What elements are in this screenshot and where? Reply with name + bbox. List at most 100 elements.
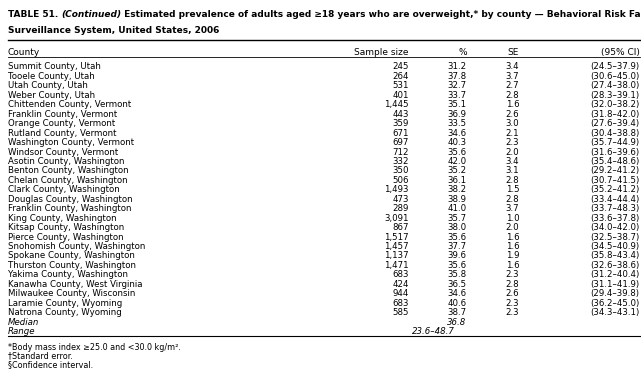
Text: 359: 359	[392, 119, 409, 128]
Text: 1.5: 1.5	[506, 185, 519, 194]
Text: Yakima County, Washington: Yakima County, Washington	[8, 271, 128, 279]
Text: 1,471: 1,471	[385, 261, 409, 270]
Text: 33.7: 33.7	[447, 91, 467, 100]
Text: Thurston County, Washington: Thurston County, Washington	[8, 261, 136, 270]
Text: (36.2–45.0): (36.2–45.0)	[590, 299, 640, 308]
Text: 1,493: 1,493	[385, 185, 409, 194]
Text: 2.8: 2.8	[506, 176, 519, 185]
Text: 2.7: 2.7	[506, 82, 519, 90]
Text: SE: SE	[508, 48, 519, 57]
Text: 443: 443	[392, 110, 409, 119]
Text: 264: 264	[392, 72, 409, 81]
Text: Utah County, Utah: Utah County, Utah	[8, 82, 88, 90]
Text: (32.0–38.2): (32.0–38.2)	[590, 100, 640, 109]
Text: *Body mass index ≥25.0 and <30.0 kg/m².: *Body mass index ≥25.0 and <30.0 kg/m².	[8, 343, 181, 352]
Text: 1.6: 1.6	[506, 100, 519, 109]
Text: 401: 401	[392, 91, 409, 100]
Text: 40.6: 40.6	[447, 299, 467, 308]
Text: (34.3–43.1): (34.3–43.1)	[590, 308, 640, 317]
Text: 944: 944	[392, 289, 409, 298]
Text: (31.1–41.9): (31.1–41.9)	[590, 280, 640, 289]
Text: Kitsap County, Washington: Kitsap County, Washington	[8, 223, 124, 232]
Text: (30.7–41.5): (30.7–41.5)	[590, 176, 640, 185]
Text: Spokane County, Washington: Spokane County, Washington	[8, 251, 135, 261]
Text: TABLE 51.: TABLE 51.	[8, 10, 61, 19]
Text: 1,445: 1,445	[385, 100, 409, 109]
Text: Median: Median	[8, 318, 39, 327]
Text: 40.3: 40.3	[447, 138, 467, 147]
Text: 35.1: 35.1	[447, 100, 467, 109]
Text: (31.8–42.0): (31.8–42.0)	[590, 110, 640, 119]
Text: (34.0–42.0): (34.0–42.0)	[590, 223, 640, 232]
Text: 2.8: 2.8	[506, 91, 519, 100]
Text: 38.9: 38.9	[447, 195, 467, 204]
Text: 473: 473	[392, 195, 409, 204]
Text: 37.8: 37.8	[447, 72, 467, 81]
Text: 23.6–48.7: 23.6–48.7	[412, 327, 455, 336]
Text: Asotin County, Washington: Asotin County, Washington	[8, 157, 124, 166]
Text: 37.7: 37.7	[447, 242, 467, 251]
Text: %: %	[458, 48, 467, 57]
Text: 3,091: 3,091	[385, 214, 409, 223]
Text: 32.7: 32.7	[447, 82, 467, 90]
Text: Natrona County, Wyoming: Natrona County, Wyoming	[8, 308, 121, 317]
Text: Estimated prevalence of adults aged ≥18 years who are overweight,* by county — B: Estimated prevalence of adults aged ≥18 …	[121, 10, 641, 19]
Text: 2.8: 2.8	[506, 280, 519, 289]
Text: 36.8: 36.8	[447, 318, 467, 327]
Text: Sample size: Sample size	[354, 48, 409, 57]
Text: 585: 585	[392, 308, 409, 317]
Text: (27.4–38.0): (27.4–38.0)	[590, 82, 640, 90]
Text: 35.6: 35.6	[447, 232, 467, 242]
Text: Weber County, Utah: Weber County, Utah	[8, 91, 95, 100]
Text: 683: 683	[392, 271, 409, 279]
Text: Douglas County, Washington: Douglas County, Washington	[8, 195, 132, 204]
Text: 671: 671	[392, 129, 409, 138]
Text: 245: 245	[392, 62, 409, 72]
Text: 506: 506	[392, 176, 409, 185]
Text: Rutland County, Vermont: Rutland County, Vermont	[8, 129, 116, 138]
Text: (30.4–38.8): (30.4–38.8)	[590, 129, 640, 138]
Text: (24.5–37.9): (24.5–37.9)	[590, 62, 640, 72]
Text: County: County	[8, 48, 40, 57]
Text: 3.4: 3.4	[506, 62, 519, 72]
Text: (34.5–40.9): (34.5–40.9)	[590, 242, 640, 251]
Text: Pierce County, Washington: Pierce County, Washington	[8, 232, 123, 242]
Text: 2.3: 2.3	[506, 271, 519, 279]
Text: 38.0: 38.0	[447, 223, 467, 232]
Text: Snohomish County, Washington: Snohomish County, Washington	[8, 242, 145, 251]
Text: 41.0: 41.0	[447, 204, 467, 213]
Text: Chittenden County, Vermont: Chittenden County, Vermont	[8, 100, 131, 109]
Text: (29.4–39.8): (29.4–39.8)	[591, 289, 640, 298]
Text: 1,457: 1,457	[385, 242, 409, 251]
Text: Orange County, Vermont: Orange County, Vermont	[8, 119, 115, 128]
Text: (31.2–40.4): (31.2–40.4)	[590, 271, 640, 279]
Text: (30.6–45.0): (30.6–45.0)	[590, 72, 640, 81]
Text: (33.6–37.8): (33.6–37.8)	[590, 214, 640, 223]
Text: 36.9: 36.9	[447, 110, 467, 119]
Text: (35.2–41.2): (35.2–41.2)	[590, 185, 640, 194]
Text: 35.6: 35.6	[447, 147, 467, 157]
Text: 35.8: 35.8	[447, 271, 467, 279]
Text: Benton County, Washington: Benton County, Washington	[8, 166, 128, 175]
Text: 289: 289	[392, 204, 409, 213]
Text: 38.7: 38.7	[447, 308, 467, 317]
Text: 683: 683	[392, 299, 409, 308]
Text: Tooele County, Utah: Tooele County, Utah	[8, 72, 94, 81]
Text: (33.7–48.3): (33.7–48.3)	[590, 204, 640, 213]
Text: 42.0: 42.0	[447, 157, 467, 166]
Text: (31.6–39.6): (31.6–39.6)	[590, 147, 640, 157]
Text: §Confidence interval.: §Confidence interval.	[8, 360, 93, 369]
Text: Chelan County, Washington: Chelan County, Washington	[8, 176, 128, 185]
Text: 2.8: 2.8	[506, 195, 519, 204]
Text: 38.2: 38.2	[447, 185, 467, 194]
Text: (28.3–39.1): (28.3–39.1)	[590, 91, 640, 100]
Text: †Standard error.: †Standard error.	[8, 352, 72, 361]
Text: (32.5–38.7): (32.5–38.7)	[590, 232, 640, 242]
Text: (Continued): (Continued)	[61, 10, 121, 19]
Text: (32.6–38.6): (32.6–38.6)	[590, 261, 640, 270]
Text: Franklin County, Vermont: Franklin County, Vermont	[8, 110, 117, 119]
Text: 3.1: 3.1	[506, 166, 519, 175]
Text: 531: 531	[392, 82, 409, 90]
Text: 1.6: 1.6	[506, 232, 519, 242]
Text: 712: 712	[392, 147, 409, 157]
